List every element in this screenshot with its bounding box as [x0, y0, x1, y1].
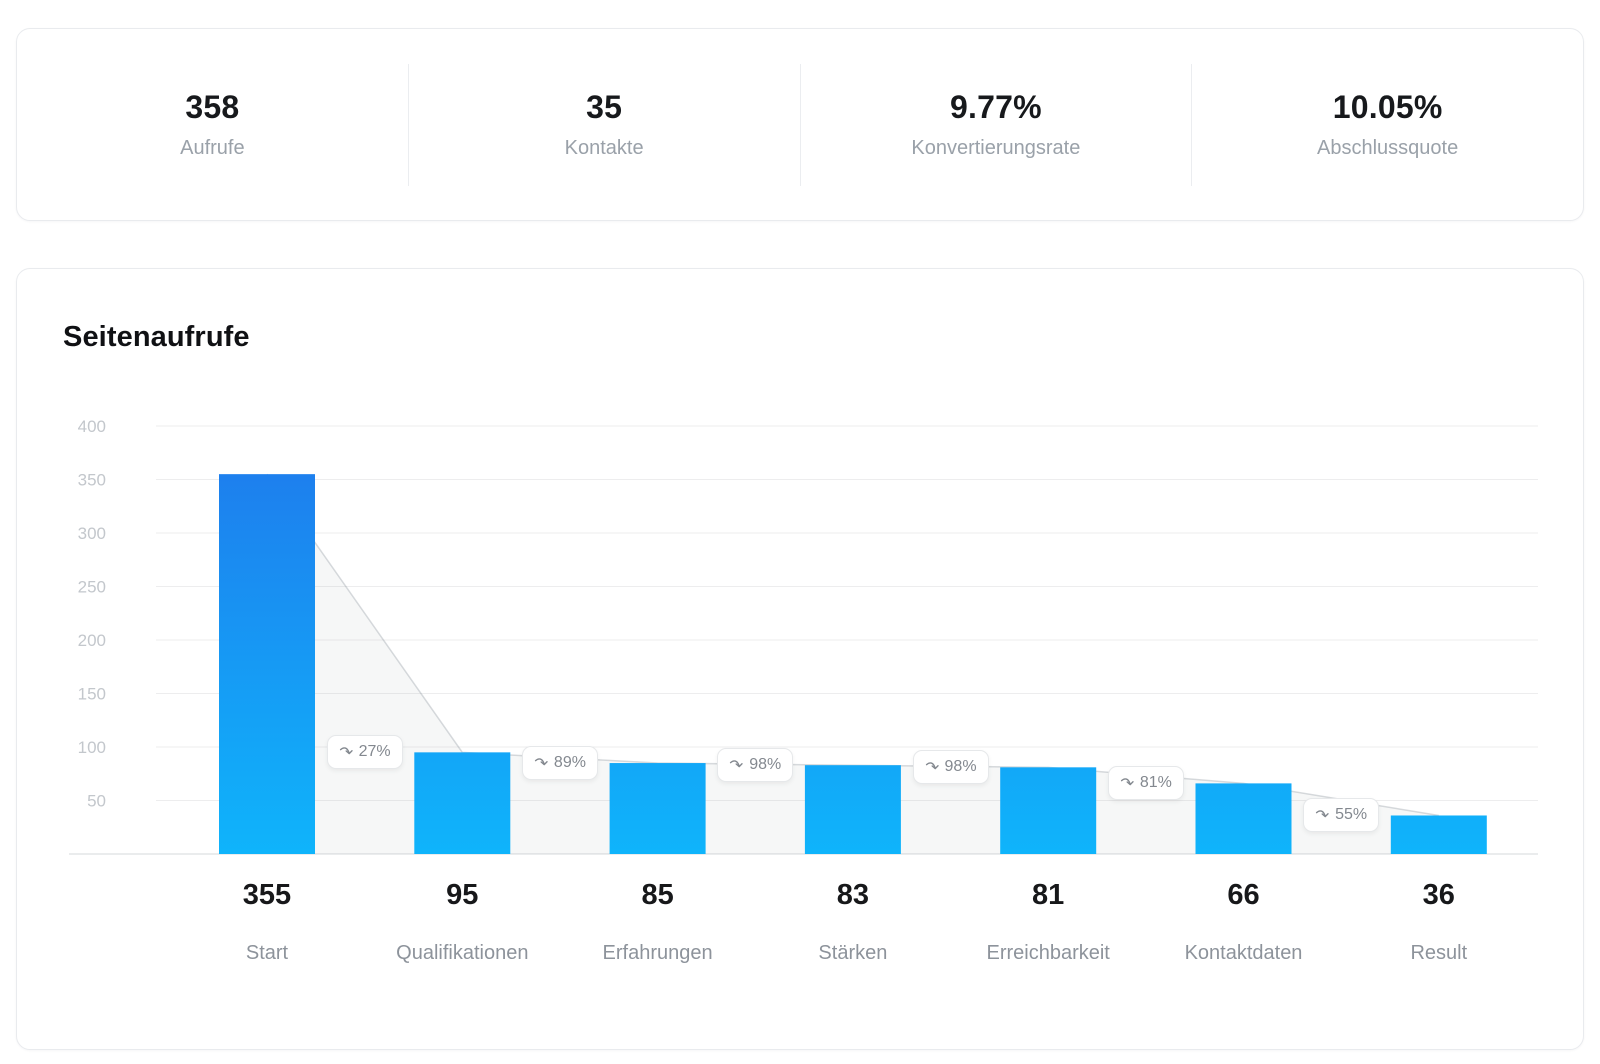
arrow-curve-down-icon — [925, 762, 939, 770]
kpi-label: Abschlussquote — [1317, 137, 1459, 159]
bar-value-erreichbarkeit: 81 — [1032, 879, 1065, 911]
bar-kontaktdaten — [1195, 783, 1292, 854]
y-axis-tick-label: 250 — [78, 578, 106, 597]
pageviews-chart-card: 400 350 300 250 200 150 100 50 27% 89% 98% 98% 81% 5… — [16, 268, 1584, 1050]
y-axis-tick-label: 200 — [78, 631, 106, 650]
arrow-curve-down-icon — [534, 757, 548, 765]
bar-value-qualifikationen: 95 — [446, 879, 479, 911]
y-axis-tick-label: 350 — [78, 471, 106, 490]
drop-badge-label: 89% — [553, 754, 586, 772]
y-axis-tick-label: 100 — [78, 738, 106, 757]
drop-badge-label: 98% — [749, 756, 782, 774]
drop-badge-label: 98% — [944, 758, 977, 776]
kpi-label: Aufrufe — [180, 137, 245, 159]
kpi-label: Kontakte — [564, 137, 644, 159]
funnel-bar-chart: 400 350 300 250 200 150 100 50 27% 89% 98% 98% 81% 5… — [17, 269, 1585, 1051]
chart-canvas: 400 350 300 250 200 150 100 50 — [69, 417, 1538, 855]
kpi-abschlussquote: 10.05% Abschlussquote — [1192, 89, 1583, 160]
kpi-summary-card: 358 Aufrufe 35 Kontakte 9.77% Konvertierungsr… — [16, 28, 1584, 221]
bar-category-start: Start — [245, 942, 289, 964]
arrow-curve-down-icon — [1120, 778, 1134, 786]
bar-category-qualifikationen: Qualifikationen — [396, 942, 529, 964]
arrow-curve-down-icon — [730, 759, 743, 767]
drop-badge-label: 81% — [1139, 774, 1172, 792]
y-axis-tick-label: 50 — [87, 792, 106, 811]
drop-badge-label: 55% — [1335, 806, 1368, 824]
kpi-kontakte: 35 Kontakte — [409, 89, 800, 160]
y-axis-tick-label: 300 — [78, 524, 106, 543]
bar-category-erreichbarkeit: Erreichbarkeit — [986, 942, 1110, 964]
bar-category-kontaktdaten: Kontaktdaten — [1184, 942, 1303, 964]
kpi-row: 358 Aufrufe 35 Kontakte 9.77% Konvertierungsr… — [17, 29, 1583, 220]
drop-badge-qualifikationen-to-erfahrungen: 89% — [521, 746, 598, 781]
drop-badge-kontaktdaten-to-result: 55% — [1303, 798, 1380, 833]
arrow-curve-down-icon — [339, 747, 353, 755]
bar-value-result: 36 — [1422, 879, 1455, 911]
kpi-value: 10.05% — [1332, 89, 1443, 125]
arrow-curve-down-icon — [1316, 810, 1329, 818]
y-axis-tick-label: 400 — [78, 417, 106, 436]
kpi-konvertierungsrate: 9.77% Konvertierungsrate — [801, 89, 1192, 160]
bar-start — [219, 474, 315, 854]
kpi-label: Konvertierungsrate — [911, 137, 1081, 159]
bar-erreichbarkeit — [1000, 767, 1097, 854]
kpi-value: 35 — [586, 89, 623, 125]
bar-erfahrungen — [609, 763, 706, 854]
drop-badge-erfahrungen-to-starken: 98% — [717, 748, 794, 783]
bar-value-erfahrungen: 85 — [641, 879, 674, 911]
bar-starken — [804, 765, 901, 854]
chart-title: Seitenaufrufe — [63, 321, 250, 353]
bar-qualifikationen — [414, 752, 511, 854]
kpi-value: 9.77% — [950, 89, 1042, 125]
bar-category-result: Result — [1410, 942, 1468, 964]
kpi-value: 358 — [185, 89, 240, 125]
bar-result — [1390, 815, 1487, 854]
drop-badge-erreichbarkeit-to-kontaktdaten: 81% — [1107, 766, 1184, 801]
bar-value-start: 355 — [242, 879, 292, 911]
kpi-divider — [799, 63, 801, 186]
y-axis-tick-label: 150 — [78, 685, 106, 704]
bar-category-starken: Stärken — [818, 942, 888, 964]
drop-badge-start-to-qualifikationen: 27% — [326, 735, 403, 770]
bar-category-erfahrungen: Erfahrungen — [602, 942, 713, 964]
kpi-divider — [1191, 63, 1193, 186]
drop-badge-label: 27% — [358, 743, 391, 761]
bar-value-starken: 83 — [836, 879, 870, 911]
kpi-divider — [407, 63, 409, 186]
drop-badge-starken-to-erreichbarkeit: 98% — [912, 750, 989, 785]
kpi-aufrufe: 358 Aufrufe — [17, 89, 408, 160]
bar-value-kontaktdaten: 66 — [1227, 879, 1260, 911]
